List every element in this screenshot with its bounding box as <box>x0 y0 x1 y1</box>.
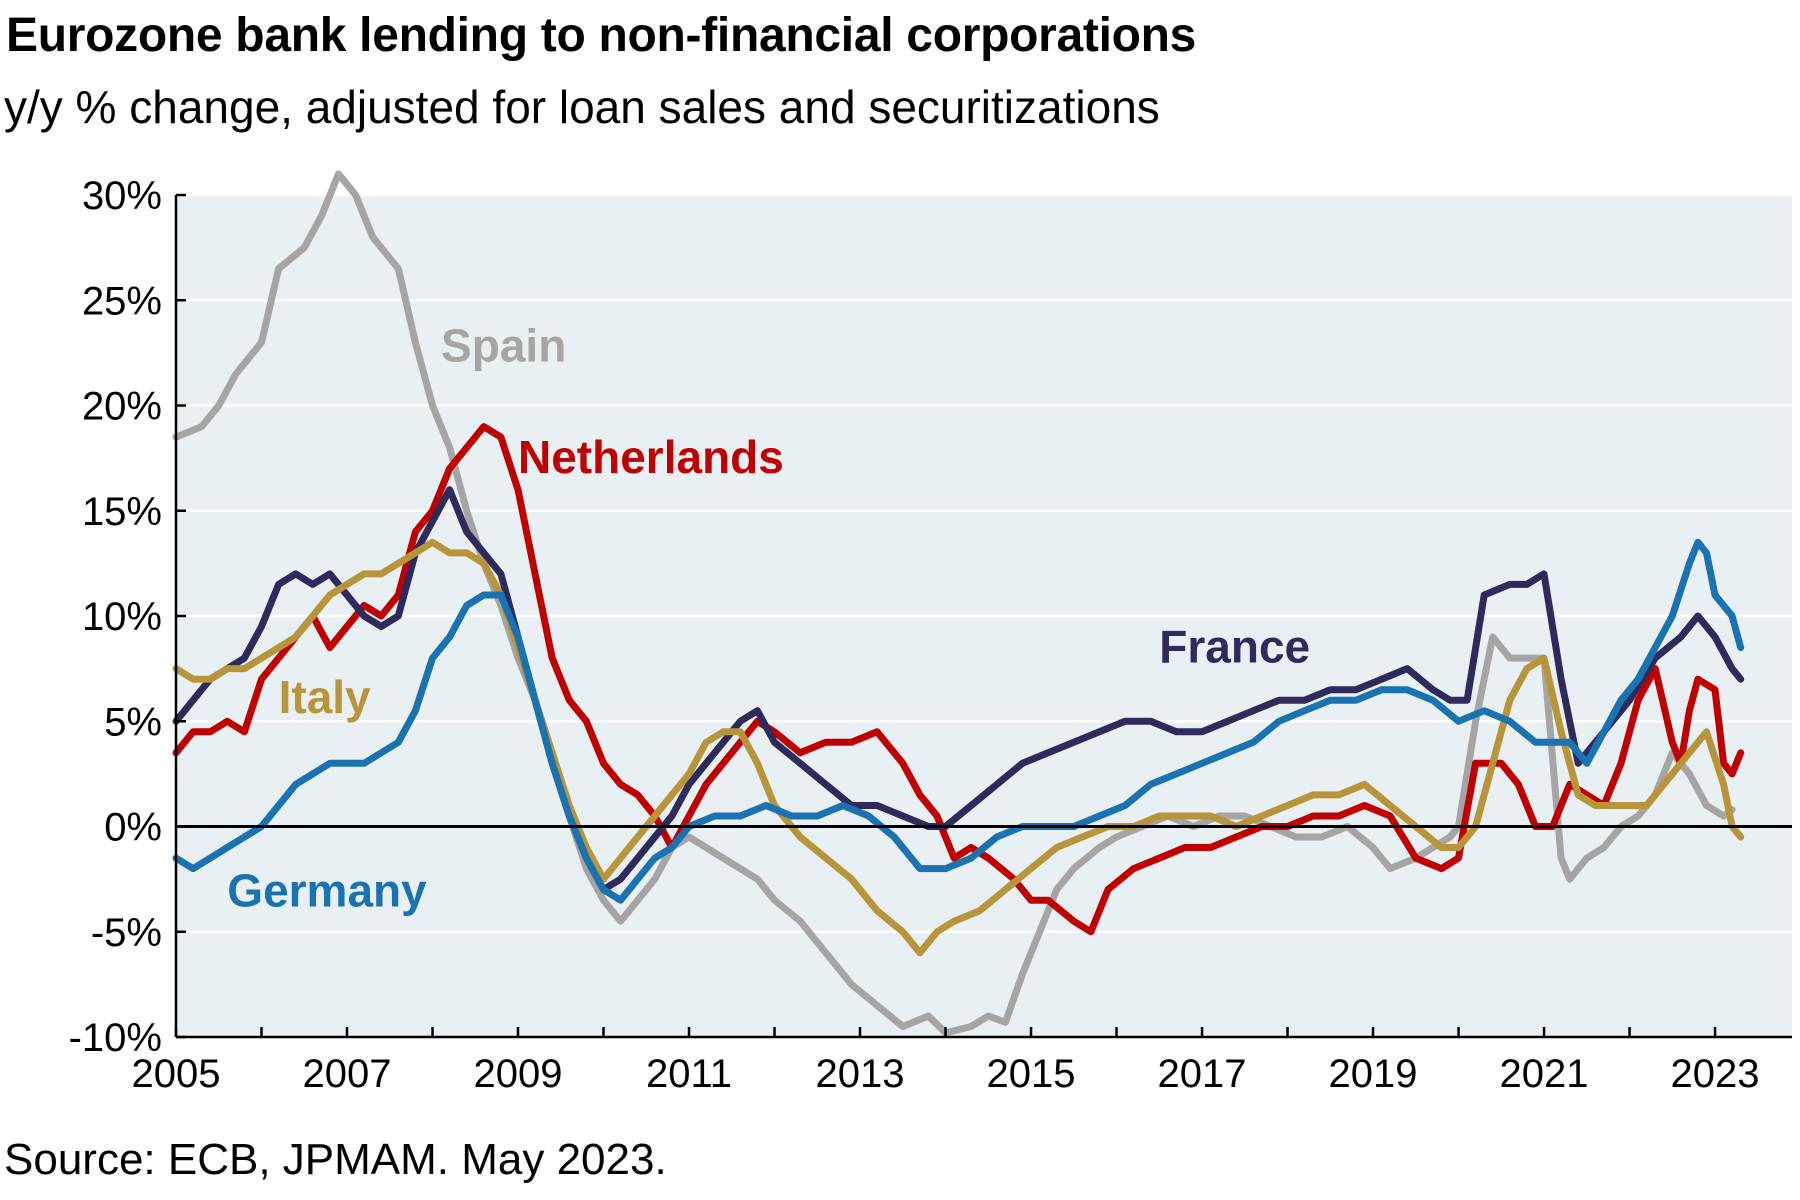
x-tick-label: 2019 <box>1329 1052 1418 1096</box>
series-line-germany <box>172 538 1745 904</box>
x-tick-label: 2017 <box>1158 1052 1247 1096</box>
axes: -10% -5% 0% 5% 10% 15% 20% 25% 30% 2005 2007 2009 20… <box>69 174 1792 1096</box>
chart-title: Eurozone bank lending to non-financial c… <box>6 9 1197 62</box>
y-tick-label: 5% <box>104 700 162 744</box>
x-tick-label: 2015 <box>987 1052 1076 1096</box>
series-labels: Spain Netherlands France Italy Germany <box>227 319 1310 916</box>
y-tick-label: -10% <box>69 1016 162 1060</box>
series-label-germany: Germany <box>227 864 427 916</box>
chart-subtitle: y/y % change, adjusted for loan sales an… <box>4 81 1160 133</box>
series-line-italy <box>172 538 1745 957</box>
x-tick-label: 2021 <box>1500 1052 1589 1096</box>
x-tick-label: 2023 <box>1671 1052 1760 1096</box>
x-tick-label: 2007 <box>303 1052 392 1096</box>
y-tick-label: 25% <box>82 279 162 323</box>
series-label-italy: Italy <box>279 671 371 723</box>
y-tick-label: 15% <box>82 490 162 534</box>
y-tick-label: 30% <box>82 174 162 218</box>
series-label-netherlands: Netherlands <box>518 431 784 483</box>
x-tick-label: 2005 <box>132 1052 221 1096</box>
series-label-france: France <box>1159 620 1310 672</box>
series-line-france <box>172 486 1745 894</box>
series-line-spain <box>172 170 1736 1037</box>
x-tick-label: 2011 <box>646 1052 732 1096</box>
y-tick-label: 20% <box>82 385 162 429</box>
x-tick-label: 2013 <box>816 1052 905 1096</box>
source-note: Source: ECB, JPMAM. May 2023. <box>4 1135 667 1184</box>
series-label-spain: Spain <box>441 319 566 371</box>
y-tick-label: -5% <box>91 911 162 955</box>
x-tick-label: 2009 <box>474 1052 563 1096</box>
y-tick-label: 0% <box>104 806 162 850</box>
y-tick-label: 10% <box>82 595 162 639</box>
